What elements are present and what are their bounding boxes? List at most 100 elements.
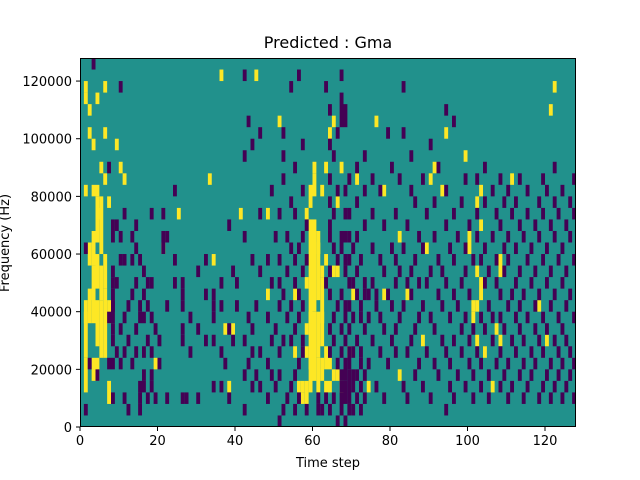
heatmap-cell-low — [545, 323, 549, 335]
heatmap-cell-low — [266, 311, 270, 324]
heatmap-cell-high — [87, 127, 92, 139]
heatmap-cell-low — [111, 277, 115, 289]
heatmap-cell-low — [370, 334, 375, 347]
heatmap-cell-low — [362, 219, 367, 231]
heatmap-cell-low — [393, 207, 398, 220]
heatmap-cell-low — [545, 184, 549, 197]
heatmap-cell-low — [320, 403, 325, 416]
heatmap-cell-low — [277, 346, 282, 358]
heatmap-cell-low — [393, 346, 398, 358]
heatmap-cell-high — [277, 115, 282, 128]
heatmap-cell-low — [486, 265, 491, 278]
heatmap-cell-low — [219, 300, 224, 312]
heatmap-cell-low — [343, 265, 348, 278]
y-tick-label: 20000 — [31, 363, 72, 378]
heatmap-cell-low — [235, 277, 239, 289]
x-axis-label: Time step — [295, 456, 360, 471]
heatmap-cell-low — [471, 392, 476, 404]
heatmap-cell-low — [514, 346, 518, 358]
heatmap-cell-low — [517, 265, 522, 278]
heatmap-cell-low — [339, 242, 344, 255]
heatmap-cell-low — [351, 346, 356, 358]
heatmap-cell-low — [269, 369, 274, 381]
heatmap-cell-low — [355, 369, 360, 381]
heatmap-cell-low — [347, 254, 352, 266]
heatmap-cell-low — [393, 277, 398, 289]
heatmap-cell-low — [331, 392, 336, 404]
heatmap-cell-low — [165, 300, 170, 312]
heatmap-cell-high — [91, 184, 96, 197]
heatmap-cell-low — [118, 323, 123, 335]
heatmap-cell-low — [517, 369, 522, 381]
heatmap-cell-low — [359, 346, 363, 358]
x-tick-label: 120 — [533, 434, 558, 449]
heatmap-cell-low — [397, 265, 402, 278]
heatmap-cell-low — [134, 277, 139, 289]
heatmap-cell-high — [316, 242, 321, 301]
heatmap-cell-low — [250, 138, 255, 151]
heatmap-cell-low — [277, 369, 282, 381]
heatmap-cell-low — [541, 207, 546, 220]
heatmap-cell-low — [242, 403, 247, 416]
heatmap-cell-low — [161, 207, 166, 220]
heatmap-cell-low — [529, 277, 534, 289]
heatmap-cell-low — [254, 300, 259, 312]
heatmap-cell-high — [316, 357, 321, 393]
heatmap-cell-low — [180, 277, 185, 289]
heatmap-cell-low — [568, 230, 573, 243]
heatmap-cell-low — [483, 323, 487, 335]
heatmap-cell-low — [514, 311, 518, 324]
heatmap-cell-low — [393, 254, 398, 266]
heatmap-cell-high — [432, 161, 437, 174]
heatmap-cell-low — [316, 392, 321, 404]
heatmap-cell-low — [471, 323, 476, 335]
heatmap-cell-low — [506, 184, 511, 197]
heatmap-cell-high — [320, 311, 325, 347]
heatmap-cell-high — [467, 242, 472, 255]
heatmap-cell-low — [448, 311, 453, 324]
heatmap-cell-low — [428, 138, 433, 151]
heatmap-cell-low — [118, 230, 123, 243]
heatmap-cell-high — [366, 380, 371, 393]
heatmap-cell-high — [351, 288, 356, 301]
heatmap-cell-low — [130, 254, 135, 266]
heatmap-cell-high — [153, 357, 158, 370]
heatmap-cell-low — [118, 357, 123, 370]
heatmap-cell-low — [173, 277, 177, 289]
heatmap-cell-low — [328, 288, 332, 301]
heatmap-cell-low — [343, 207, 348, 220]
heatmap-cell-low — [180, 300, 185, 312]
heatmap-cell-low — [343, 300, 348, 324]
heatmap-cell-low — [347, 173, 352, 185]
heatmap-cell-low — [328, 173, 332, 185]
heatmap-cell-low — [281, 403, 286, 416]
heatmap-cell-low — [459, 346, 464, 358]
heatmap-cell-low — [537, 196, 542, 208]
heatmap-cell-low — [537, 230, 542, 243]
heatmap-cell-low — [196, 265, 201, 278]
heatmap-cell-low — [122, 346, 127, 358]
heatmap-cell-low — [502, 265, 507, 278]
heatmap-cell-low — [560, 323, 565, 335]
heatmap-cell-high — [103, 81, 108, 93]
heatmap-cell-low — [548, 357, 553, 370]
heatmap-cell-low — [393, 323, 398, 335]
heatmap-cell-low — [386, 357, 391, 370]
heatmap-cell-low — [304, 219, 309, 231]
heatmap-cell-low — [273, 323, 278, 335]
heatmap-cell-low — [452, 115, 456, 128]
heatmap-cell-low — [475, 346, 480, 358]
y-tick-label: 120000 — [22, 75, 72, 90]
heatmap-cell-low — [161, 242, 166, 255]
heatmap-cell-high — [483, 346, 487, 358]
heatmap-cell-low — [242, 369, 247, 381]
heatmap-cell-low — [165, 392, 170, 404]
heatmap-cell-low — [401, 380, 406, 393]
heatmap-cell-low — [560, 184, 565, 197]
heatmap-cell-low — [436, 288, 441, 301]
heatmap-cell-low — [463, 173, 468, 185]
heatmap-cell-low — [126, 334, 131, 347]
heatmap-cell-low — [390, 300, 394, 312]
heatmap-cell-low — [533, 357, 538, 370]
heatmap-cell-low — [421, 173, 425, 185]
